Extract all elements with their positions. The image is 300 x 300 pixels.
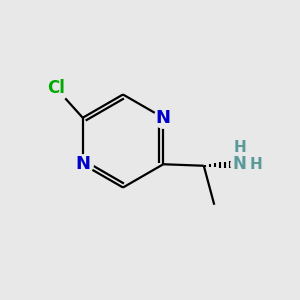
Text: H: H xyxy=(250,157,262,172)
Text: N: N xyxy=(156,109,171,127)
Text: N: N xyxy=(75,155,90,173)
Text: Cl: Cl xyxy=(47,79,65,97)
Text: N: N xyxy=(233,155,247,173)
Text: H: H xyxy=(233,140,246,155)
